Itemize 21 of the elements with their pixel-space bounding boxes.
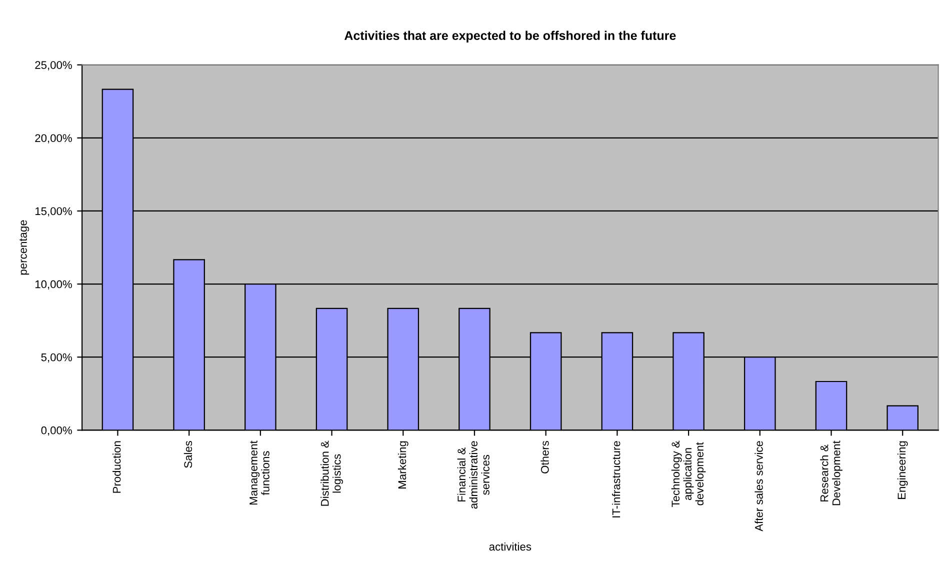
x-tick-label: Technology & application development [671, 440, 706, 508]
x-tick-label: After sales service [754, 441, 763, 532]
y-tick-label: 0,00% [41, 426, 72, 436]
x-tick-label: Management functions [250, 440, 270, 505]
y-tick-label: 25,00% [35, 61, 72, 70]
x-tick-label: Financial & administrative services [457, 441, 490, 509]
x-tick-label: IT-infrastructure [612, 441, 620, 518]
x-axis-title: activities [489, 542, 532, 551]
x-tick-label: Sales [184, 440, 192, 468]
y-tick-label: 20,00% [35, 134, 72, 144]
x-tick-label: Marketing [398, 441, 408, 488]
chart-title: Activities that are expected to be offshored in the future [344, 30, 676, 42]
x-tick-label: Research & Development [820, 440, 842, 506]
x-tick-label: Production [112, 441, 121, 493]
y-tick-label: 10,00% [35, 280, 72, 290]
x-tick-label: Others [540, 440, 549, 474]
y-tick-label: 5,00% [41, 353, 72, 363]
y-tick-label: 15,00% [35, 207, 72, 216]
x-tick-label: Distribution & logistics [320, 440, 343, 506]
y-axis-title: percentage [20, 220, 30, 275]
x-tick-label: Engineering [897, 441, 908, 499]
